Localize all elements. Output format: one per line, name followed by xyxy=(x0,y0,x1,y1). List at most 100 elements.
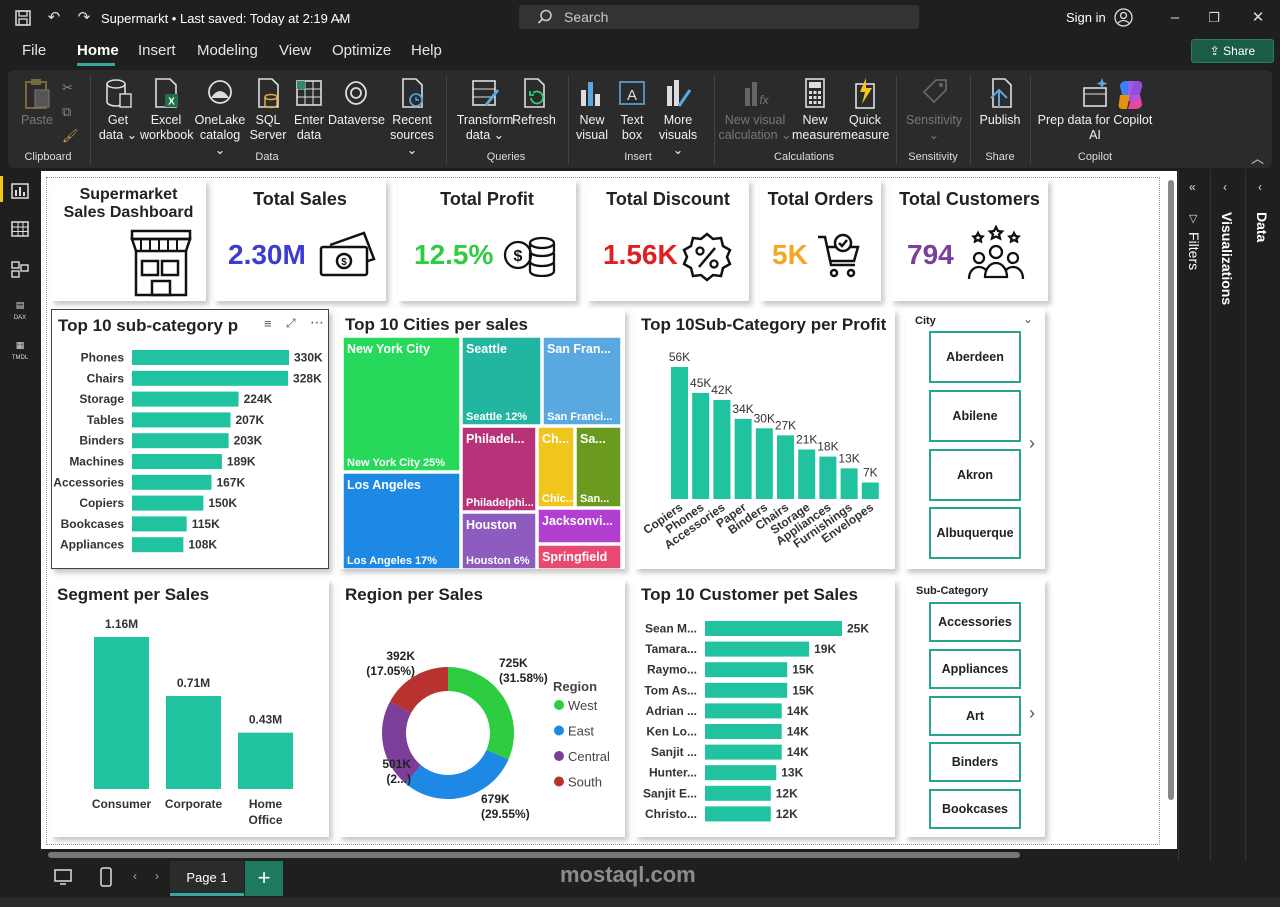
sensitivity-button[interactable]: Sensitivity ⌄ xyxy=(902,76,966,143)
focus-mode-icon[interactable]: ⤢ xyxy=(286,316,296,330)
kpi-card-total-customers[interactable]: Total Customers 794 xyxy=(891,179,1048,301)
recent-sources-button[interactable]: Recent sources ⌄ xyxy=(386,76,438,158)
report-canvas[interactable]: Supermarket Sales Dashboard Total Sales 2… xyxy=(41,171,1166,849)
refresh-button[interactable]: Refresh xyxy=(512,76,556,128)
slicer-subcategory[interactable]: Sub-Category Accessories Appliances Art … xyxy=(905,579,1045,837)
user-avatar-icon[interactable] xyxy=(1114,8,1133,27)
bar xyxy=(755,428,773,499)
chart-top10-subcategory-profit[interactable]: Top 10Sub-Category per Profit 56K Copiers… xyxy=(635,309,895,569)
vertical-scroll-thumb[interactable] xyxy=(1168,180,1174,800)
slicer-item[interactable]: Akron xyxy=(929,449,1021,501)
kpi-card-total-discount[interactable]: Total Discount 1.56K xyxy=(587,179,749,301)
menu-home[interactable]: Home xyxy=(77,42,119,59)
collapse-ribbon-icon[interactable]: ︿ xyxy=(1251,151,1265,166)
group-insert: Insert xyxy=(624,151,652,163)
chevron-down-icon[interactable]: ⌄ xyxy=(334,12,344,24)
add-page-button[interactable]: + xyxy=(245,861,283,896)
filters-pane-collapsed[interactable]: « ▽ Filters xyxy=(1178,170,1210,898)
visualizations-pane-collapsed[interactable]: ‹ Visualizations xyxy=(1210,170,1245,898)
chevron-right-icon[interactable]: › xyxy=(1029,433,1035,453)
kpi-card-total-sales[interactable]: Total Sales 2.30M $ xyxy=(214,179,386,301)
slicer-city[interactable]: City ⌄ Aberdeen Abilene Akron Albuquerqu… xyxy=(905,309,1045,569)
treemap-cell-label: Houston 6% xyxy=(466,555,530,567)
minimize-icon[interactable]: – xyxy=(1170,9,1180,26)
new-measure-button[interactable]: New measure xyxy=(792,76,841,143)
slicer-item[interactable]: Abilene xyxy=(929,390,1021,442)
horizontal-scroll-thumb[interactable] xyxy=(48,852,1020,858)
text-box-button[interactable]: A Text box xyxy=(614,76,650,143)
prep-data-copilot-button[interactable]: Prep data for Copilot AI xyxy=(1036,76,1154,143)
undo-icon[interactable]: ↶ xyxy=(47,9,61,26)
chart-top10-subcategory-sales[interactable]: Top 10 sub-category p ≡ ⤢ ⋯ Phones 330K Ch… xyxy=(51,309,329,569)
cut-icon[interactable]: ✂ xyxy=(62,80,73,95)
publish-button[interactable]: Publish xyxy=(976,76,1024,128)
expand-icon[interactable]: ‹ xyxy=(1223,180,1227,194)
report-view-icon[interactable] xyxy=(10,182,30,200)
slicer-item[interactable]: Binders xyxy=(929,742,1021,782)
view-switcher-rail: ▤ DAX ▦ TMDL xyxy=(0,170,40,907)
expand-icon[interactable]: ‹ xyxy=(1258,180,1262,194)
paste-button[interactable]: Paste xyxy=(20,76,54,128)
sign-in-link[interactable]: Sign in xyxy=(1066,10,1106,25)
format-painter-icon[interactable]: 🖌 xyxy=(62,128,79,143)
model-view-icon[interactable] xyxy=(10,260,30,278)
menu-file[interactable]: File xyxy=(22,42,47,59)
excel-workbook-button[interactable]: X Excel workbook xyxy=(140,76,194,143)
page-tab[interactable]: Page 1 xyxy=(170,861,244,896)
previous-page-icon[interactable]: ‹ xyxy=(133,869,137,883)
new-visual-button[interactable]: New visual xyxy=(574,76,610,143)
slicer-item[interactable]: Accessories xyxy=(929,602,1021,642)
menu-optimize[interactable]: Optimize xyxy=(332,42,392,59)
next-page-icon[interactable]: › xyxy=(155,869,159,883)
redo-icon[interactable]: ↷ xyxy=(77,9,91,26)
more-options-icon[interactable]: ⋯ xyxy=(310,314,324,330)
more-visuals-button[interactable]: More visuals ⌄ xyxy=(654,76,702,158)
sql-server-button[interactable]: SQL Server xyxy=(248,76,288,143)
dax-query-view-icon[interactable]: ▤ DAX xyxy=(13,300,27,321)
slicer-item[interactable]: Art xyxy=(929,696,1021,736)
desktop-layout-icon[interactable] xyxy=(54,868,72,886)
chart-region-sales[interactable]: Region per Sales 725K (31.58%) 679K (29.55%… xyxy=(339,579,625,837)
menu-help[interactable]: Help xyxy=(411,42,442,59)
copilot-button[interactable] xyxy=(1114,78,1148,117)
tmdl-view-icon[interactable]: ▦ TMDL xyxy=(11,340,29,361)
menu-view[interactable]: View xyxy=(279,42,312,59)
chevron-right-icon[interactable]: › xyxy=(1029,703,1035,723)
mobile-layout-icon[interactable] xyxy=(100,867,112,887)
data-label-percent: (31.58%) xyxy=(499,671,548,685)
slicer-item[interactable]: Albuquerque xyxy=(929,507,1021,559)
slicer-item[interactable]: Appliances xyxy=(929,649,1021,689)
transform-data-button[interactable]: Transform data ⌄ xyxy=(454,76,516,143)
table-view-icon[interactable] xyxy=(10,220,30,238)
slicer-item[interactable]: Bookcases xyxy=(929,789,1021,829)
kpi-card-total-profit[interactable]: Total Profit 12.5% $ xyxy=(398,179,576,301)
onelake-catalog-button[interactable]: OneLake catalog ⌄ xyxy=(194,76,246,158)
search-box[interactable]: Search xyxy=(519,5,919,29)
enter-data-button[interactable]: Enter data xyxy=(290,76,328,143)
share-button[interactable]: ⇪ Share xyxy=(1191,39,1274,63)
copy-icon[interactable]: ⧉ xyxy=(62,104,72,119)
dataverse-button[interactable]: Dataverse xyxy=(328,76,385,128)
slicer-item[interactable]: Aberdeen xyxy=(929,331,1021,383)
chart-top10-cities-treemap[interactable]: Top 10 Cities per sales New York City New… xyxy=(339,309,625,569)
save-icon[interactable] xyxy=(14,9,32,27)
data-pane-collapsed[interactable]: ‹ Data xyxy=(1245,170,1280,898)
new-visual-calculation-button[interactable]: fx New visual calculation ⌄ xyxy=(718,76,792,143)
dashboard-title-card[interactable]: Supermarket Sales Dashboard xyxy=(51,179,206,301)
chart-segment-sales[interactable]: Segment per Sales 1.16M Consumer 0.71M Corp… xyxy=(51,579,329,837)
close-icon[interactable]: ✕ xyxy=(1251,9,1265,26)
ribbon-divider xyxy=(90,76,91,164)
chevron-down-icon[interactable]: ⌄ xyxy=(1023,312,1034,326)
chart-top10-customer-sales[interactable]: Top 10 Customer pet Sales Sean M... 25K Ta… xyxy=(635,579,895,837)
bar xyxy=(132,370,289,386)
filter-icon[interactable]: ≡ xyxy=(264,316,272,331)
restore-icon[interactable]: ❐ xyxy=(1208,10,1220,25)
menu-insert[interactable]: Insert xyxy=(138,42,176,59)
get-data-button[interactable]: Get data ⌄ xyxy=(96,76,140,143)
bar xyxy=(94,637,149,789)
expand-icon[interactable]: « xyxy=(1189,180,1196,194)
quick-measure-button[interactable]: Quick measure xyxy=(840,76,890,143)
menu-modeling[interactable]: Modeling xyxy=(197,42,258,59)
kpi-card-total-orders[interactable]: Total Orders 5K xyxy=(760,179,881,301)
data-label: 167K xyxy=(216,475,245,489)
